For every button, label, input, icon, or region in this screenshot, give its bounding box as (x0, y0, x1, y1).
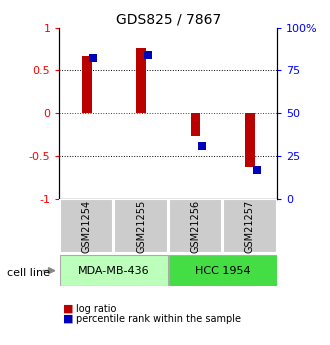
Text: percentile rank within the sample: percentile rank within the sample (76, 314, 241, 324)
Bar (60, 199, 113, 253)
Bar (245, 113, 255, 167)
Text: MDA-MB-436: MDA-MB-436 (78, 266, 150, 276)
Bar (136, 48, 146, 113)
Text: GSM21254: GSM21254 (82, 199, 92, 253)
Text: log ratio: log ratio (76, 304, 116, 314)
Text: ■: ■ (63, 304, 73, 314)
Title: GDS825 / 7867: GDS825 / 7867 (116, 12, 221, 27)
Point (145, 52, 150, 58)
Bar (169, 199, 222, 253)
Bar (223, 199, 277, 253)
Point (254, 167, 259, 172)
Bar (169, 255, 277, 286)
Bar (191, 113, 200, 137)
Text: GSM21255: GSM21255 (136, 199, 146, 253)
Text: HCC 1954: HCC 1954 (195, 266, 250, 276)
Text: ■: ■ (63, 314, 73, 324)
Point (200, 143, 205, 149)
Text: cell line: cell line (7, 268, 50, 277)
Bar (82, 56, 91, 113)
Text: GSM21257: GSM21257 (245, 199, 255, 253)
Text: GSM21256: GSM21256 (190, 199, 201, 253)
Point (91, 56, 96, 61)
Bar (115, 199, 168, 253)
Bar (60, 255, 168, 286)
